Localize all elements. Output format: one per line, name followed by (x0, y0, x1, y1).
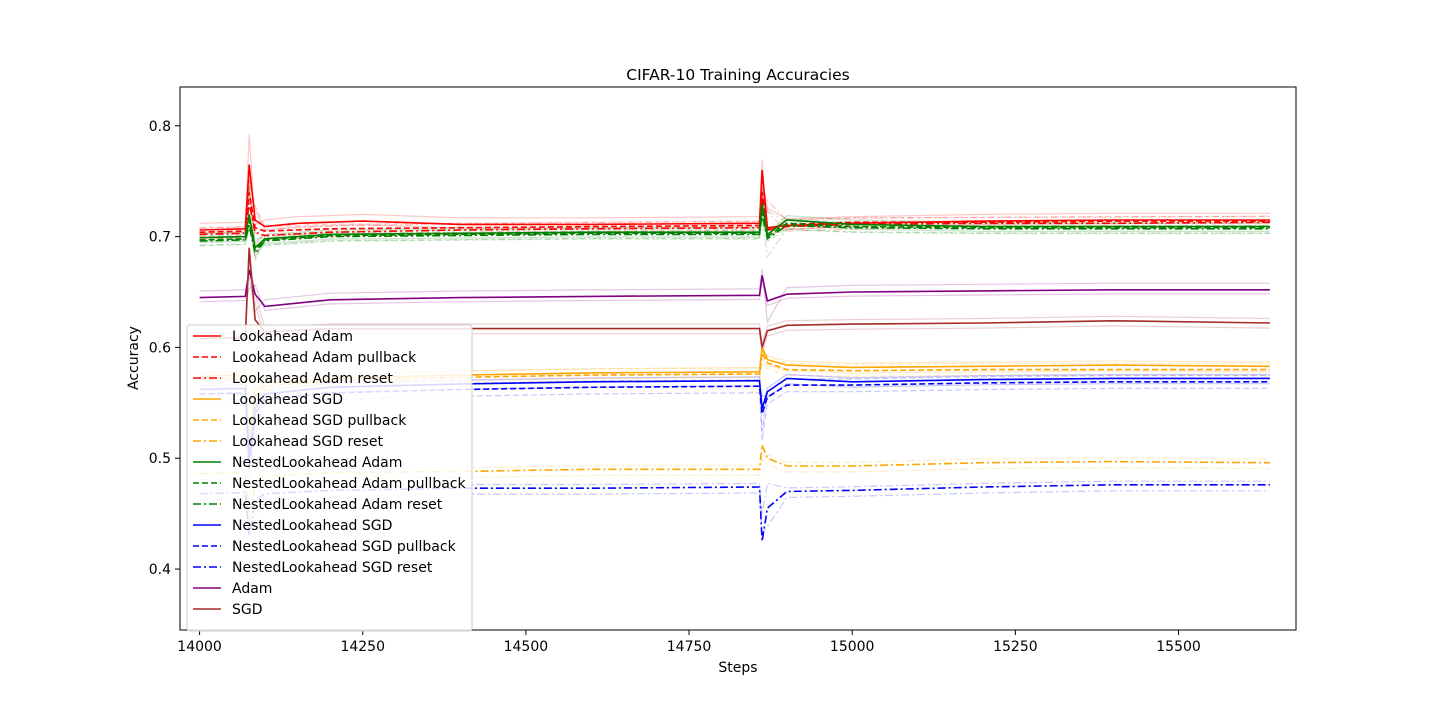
series-line-lookahead-adam-reset (199, 197, 1270, 237)
series-line-nestedlookahead-sgd-pullback (199, 380, 1270, 470)
x-tick-label: 15250 (993, 639, 1038, 655)
series-line-nestedlookahead-adam-reset (199, 214, 1270, 256)
x-tick-label: 14500 (504, 639, 549, 655)
y-tick-label: 0.6 (149, 340, 171, 356)
legend-label-nestedlookahead-adam-reset: NestedLookahead Adam reset (232, 497, 443, 513)
x-axis-label: Steps (718, 660, 757, 676)
x-tick-label: 14750 (667, 639, 712, 655)
legend-label-nestedlookahead-sgd-pullback: NestedLookahead SGD pullback (232, 539, 457, 555)
legend-label-nestedlookahead-sgd: NestedLookahead SGD (232, 518, 392, 534)
y-tick-label: 0.7 (149, 230, 171, 246)
faint-trace-nestedlookahead-sgd-reset (199, 480, 1270, 529)
y-tick-label: 0.8 (149, 119, 171, 135)
plot-frame (179, 86, 1297, 631)
faint-trace-adam (199, 268, 1270, 324)
y-tick-label: 0.5 (149, 451, 171, 467)
legend-label-lookahead-adam-pullback: Lookahead Adam pullback (232, 350, 417, 366)
faint-trace-lookahead-adam-pullback (199, 180, 1270, 233)
chart-title: CIFAR-10 Training Accuracies (626, 66, 849, 84)
faint-trace-nestedlookahead-adam (199, 217, 1270, 259)
series-line-lookahead-adam-pullback (199, 192, 1270, 233)
x-axis-ticks: 14000 14250 14500 14750 15000 15250 15500 (177, 630, 1201, 655)
legend-label-lookahead-sgd-pullback: Lookahead SGD pullback (232, 413, 407, 429)
legend-label-lookahead-adam: Lookahead Adam (232, 329, 353, 345)
legend: Lookahead Adam Lookahead Adam pullback Loo… (186, 324, 473, 632)
x-tick-label: 15000 (830, 639, 875, 655)
series-line-sgd (199, 247, 1270, 348)
legend-label-lookahead-sgd: Lookahead SGD (232, 392, 343, 408)
faint-trace-lookahead-sgd-pullback (199, 344, 1270, 427)
legend-label-nestedlookahead-adam-pullback: NestedLookahead Adam pullback (232, 476, 466, 492)
faint-trace-lookahead-sgd-reset (199, 458, 1270, 556)
legend-box (186, 324, 473, 632)
x-tick-label: 14250 (340, 639, 385, 655)
x-tick-label: 14000 (177, 639, 222, 655)
faint-trace-nestedlookahead-sgd-pullback (199, 387, 1270, 492)
legend-label-lookahead-adam-reset: Lookahead Adam reset (232, 371, 393, 387)
series-line-nestedlookahead-adam-pullback (199, 208, 1270, 252)
x-tick-label: 15500 (1156, 639, 1201, 655)
legend-label-nestedlookahead-adam: NestedLookahead Adam (232, 455, 402, 471)
legend-label-sgd: SGD (232, 602, 263, 618)
legend-label-nestedlookahead-sgd-reset: NestedLookahead SGD reset (232, 560, 433, 576)
y-tick-label: 0.4 (149, 562, 171, 578)
y-axis-label: Accuracy (126, 326, 142, 390)
y-axis-ticks: 0.4 0.5 0.6 0.7 0.8 (149, 119, 180, 578)
legend-label-lookahead-sgd-reset: Lookahead SGD reset (232, 434, 383, 450)
series-line-lookahead-sgd-pullback (199, 350, 1270, 437)
legend-label-adam: Adam (232, 581, 272, 597)
